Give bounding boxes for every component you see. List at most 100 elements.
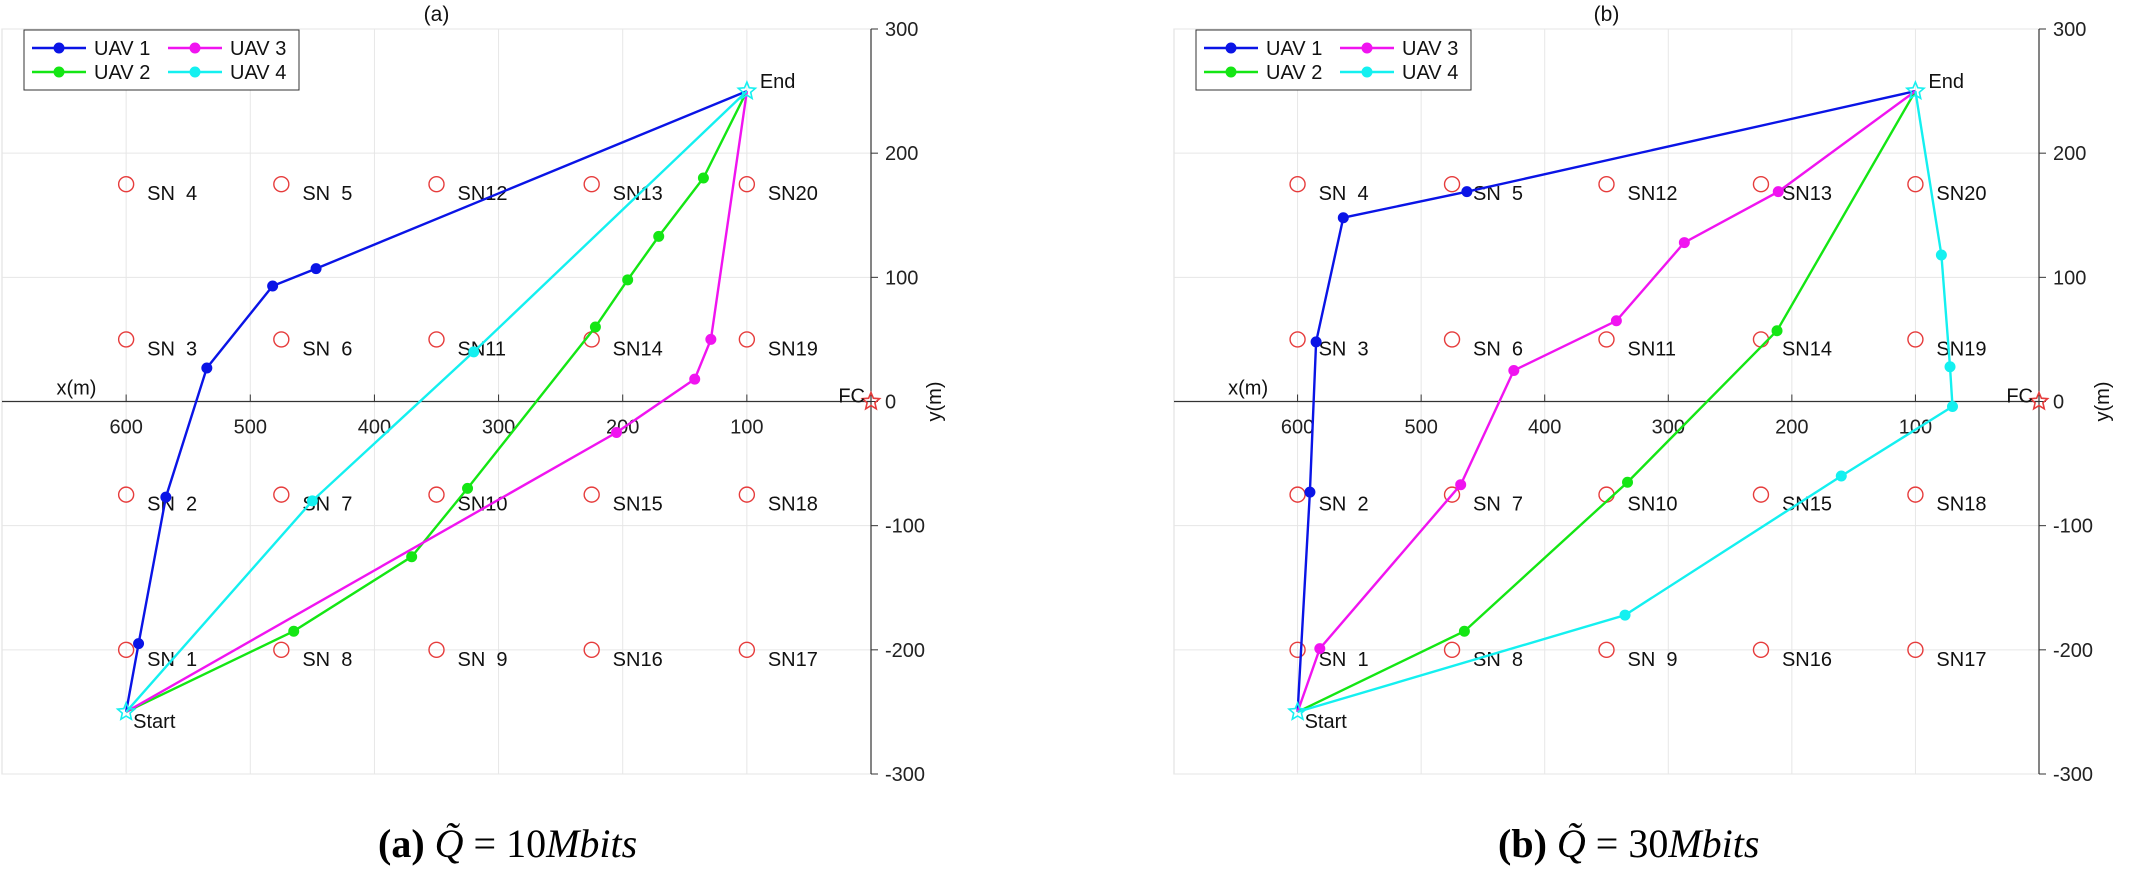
uav-2-waypoint — [697, 172, 709, 184]
legend-marker — [189, 42, 201, 54]
sensor-node-label: SN19 — [768, 338, 818, 360]
uav-2-waypoint — [1622, 476, 1634, 488]
x-tick-label: 400 — [358, 417, 391, 439]
x-tick-label: 600 — [1281, 417, 1314, 439]
sensor-node-label: SN 6 — [1473, 338, 1523, 360]
uav-2-waypoint — [406, 551, 418, 563]
sensor-node-label: SN 5 — [1473, 183, 1523, 205]
sensor-node-marker — [738, 641, 756, 659]
sensor-node-marker — [1752, 486, 1770, 503]
legend-marker — [1361, 66, 1373, 78]
y-tick-label: -300 — [885, 764, 925, 786]
uav-4-waypoint — [1619, 609, 1631, 621]
legend-marker — [1225, 42, 1237, 54]
uav-2-waypoint — [462, 482, 474, 494]
sensor-node-label: SN10 — [1628, 494, 1678, 516]
uav-2-waypoint — [589, 321, 601, 333]
caption-b-tag: (b) — [1498, 821, 1547, 866]
chart-title: (b) — [1594, 3, 1620, 26]
sensor-node-label: SN 5 — [302, 183, 352, 205]
sensor-node-marker — [1752, 176, 1770, 193]
uav-3-waypoint — [689, 373, 701, 385]
sensor-node-label: SN 2 — [147, 494, 197, 516]
caption-b-unit: Mbits — [1668, 821, 1760, 866]
uav-3-waypoint — [1455, 479, 1467, 491]
sensor-node-label: SN18 — [1936, 494, 1986, 516]
uav-1-waypoint — [1310, 336, 1322, 348]
sensor-node-label: SN15 — [613, 494, 663, 516]
y-tick-label: 200 — [2053, 143, 2086, 165]
uav-4-trajectory — [125, 90, 748, 713]
legend-marker — [189, 66, 201, 78]
y-axis-label: y(m) — [2092, 382, 2114, 422]
y-axis-label: y(m) — [924, 382, 946, 422]
sensor-node-marker — [1443, 176, 1461, 193]
uav-4-waypoint — [1944, 361, 1956, 373]
sensor-node-marker — [117, 486, 135, 503]
y-tick-label: 0 — [885, 392, 896, 414]
y-tick-label: -200 — [2053, 640, 2093, 662]
uav-3-trajectory — [1296, 90, 1917, 713]
legend-marker — [53, 42, 65, 54]
sensor-node-label: SN 8 — [302, 649, 352, 671]
x-tick-label: 300 — [482, 417, 515, 439]
sensor-node-label: SN 9 — [1628, 649, 1678, 671]
sensor-node-marker — [1443, 486, 1461, 503]
caption-b-symbol: Q̃ — [1556, 821, 1586, 866]
uav-1-waypoint — [1304, 486, 1316, 498]
sensor-node-marker — [1598, 641, 1615, 659]
x-tick-label: 200 — [1775, 417, 1808, 439]
x-tick-label: 100 — [1899, 417, 1932, 439]
y-tick-label: -100 — [885, 516, 925, 538]
sensor-node-marker — [117, 176, 135, 193]
sensor-node-label: SN12 — [1628, 183, 1678, 205]
sensor-node-marker — [1598, 176, 1615, 193]
legend-label: UAV 3 — [1402, 38, 1458, 60]
y-tick-label: -200 — [885, 640, 925, 662]
sensor-node-marker — [1289, 641, 1306, 659]
sensor-node-label: SN11 — [458, 338, 507, 360]
sensor-node-marker — [1598, 331, 1615, 348]
y-tick-label: -100 — [2053, 516, 2093, 538]
sensor-node-marker — [1907, 331, 1924, 348]
y-tick-label: 200 — [885, 143, 918, 165]
fusion-center-marker — [2028, 390, 2050, 411]
x-tick-label: 100 — [730, 417, 763, 439]
sensor-node-marker — [273, 486, 290, 503]
sensor-node-label: SN16 — [1782, 649, 1832, 671]
sensor-node-label: SN 3 — [147, 338, 197, 360]
uav-4-waypoint — [1947, 400, 1958, 412]
sensor-node-label: SN11 — [1628, 338, 1677, 360]
sensor-node-label: SN 3 — [1319, 338, 1369, 360]
sensor-node-label: SN13 — [1782, 183, 1832, 205]
legend-marker — [53, 66, 65, 78]
start-label: Start — [1305, 711, 1348, 733]
legend-label: UAV 2 — [1266, 62, 1322, 84]
sensor-node-marker — [117, 641, 135, 659]
sensor-node-marker — [273, 641, 290, 659]
uav-3-waypoint — [1314, 643, 1326, 655]
sensor-node-label: SN20 — [768, 183, 818, 205]
sensor-node-marker — [1907, 486, 1924, 503]
caption-a: (a) Q̃ = 10Mbits — [378, 820, 637, 867]
sensor-node-marker — [273, 331, 290, 348]
uav-1-waypoint — [133, 638, 145, 650]
sensor-node-marker — [1289, 331, 1306, 348]
legend-label: UAV 4 — [1402, 62, 1458, 84]
sensor-node-label: SN16 — [613, 649, 663, 671]
uav-1-waypoint — [160, 491, 172, 503]
sensor-node-label: SN 6 — [302, 338, 352, 360]
sensor-node-label: SN 4 — [147, 183, 197, 205]
fusion-center-label: FC — [2006, 386, 2033, 408]
sensor-node-label: SN17 — [1936, 649, 1986, 671]
chart-panel-b: 600 500 400 300 200 1003002001000-100-200-300… — [1173, 3, 2114, 786]
uav-2-waypoint — [622, 274, 634, 286]
sensor-node-label: SN12 — [458, 183, 508, 205]
end-marker — [1904, 80, 1926, 101]
end-label: End — [1928, 71, 1964, 93]
uav-3-waypoint — [1508, 364, 1520, 376]
uav-2-waypoint — [653, 230, 665, 242]
x-axis-label: x(m) — [56, 378, 96, 400]
uav-2-waypoint — [288, 625, 300, 637]
legend-box — [1195, 29, 1472, 91]
